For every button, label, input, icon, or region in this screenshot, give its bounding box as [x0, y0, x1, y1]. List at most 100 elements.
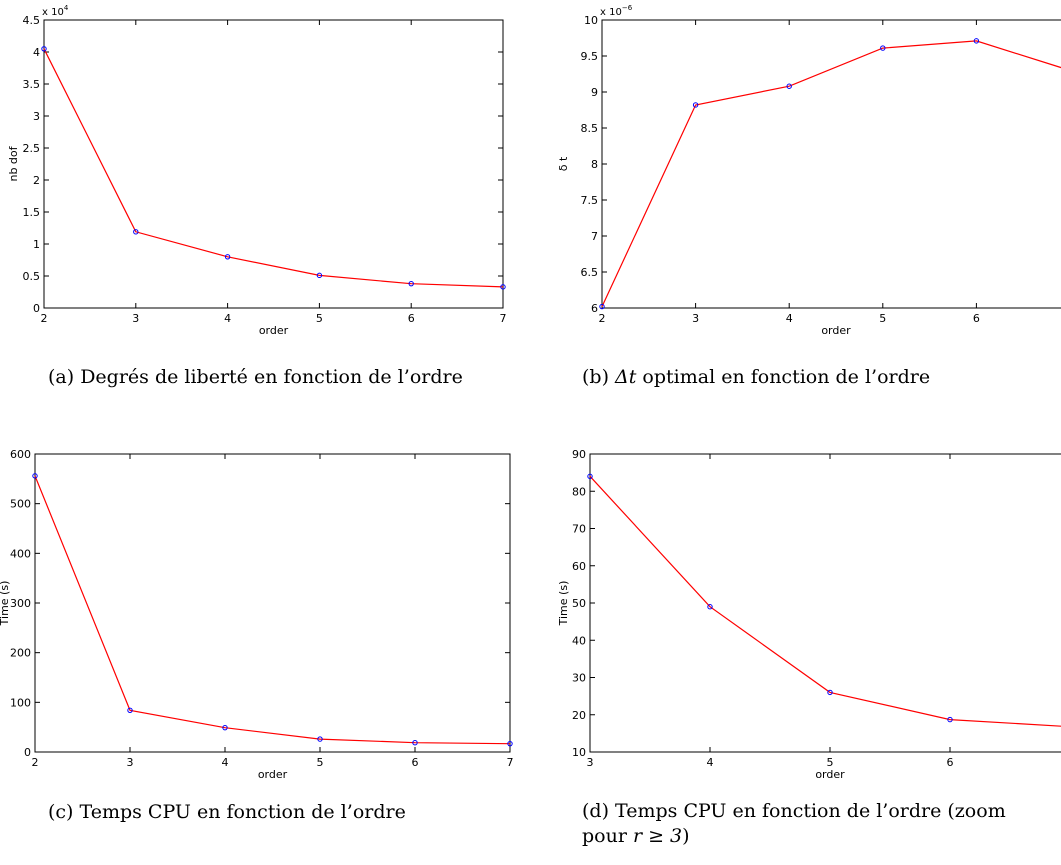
- data-point: [786, 83, 792, 89]
- y-tick-label: 9: [591, 86, 598, 99]
- plot-area-frame: [34, 453, 511, 753]
- plot-area-frame: [589, 453, 1061, 753]
- x-tick-label: 5: [317, 756, 324, 769]
- x-tick-label: 6: [408, 312, 415, 325]
- series-group: [587, 473, 1061, 727]
- data-point: [408, 280, 414, 287]
- data-point: [507, 740, 513, 747]
- series-group: [32, 473, 513, 747]
- x-tick-label: 3: [692, 312, 699, 325]
- data-point: [587, 473, 593, 480]
- data-point: [692, 102, 699, 108]
- axis-exponent-power: 4: [64, 4, 69, 12]
- y-tick-label: 60: [572, 560, 586, 573]
- data-point: [222, 724, 228, 731]
- y-tick-label: 0: [24, 746, 31, 759]
- y-axis-label: δ t: [557, 156, 570, 171]
- y-tick-label: 0.5: [23, 270, 41, 283]
- x-tick-label: 3: [127, 756, 134, 769]
- chart-a: 2 3 4 5 6 7 0 0.5 1 1.5 2 2.5 3 3.5 4 4.5x 104 order nb d…: [7, 4, 507, 337]
- y-tick-label: 1.5: [23, 206, 41, 219]
- caption-a: (a) Degrés de liberté en fonction de l’o…: [48, 366, 463, 388]
- caption-d-math: r ≥ 3: [632, 825, 683, 847]
- axis-exponent-power: −6: [622, 4, 633, 12]
- data-point: [827, 689, 833, 696]
- x-tick-label: 6: [947, 756, 954, 769]
- y-axis-label: nb dof: [7, 145, 20, 181]
- plot-area-frame: [601, 19, 1061, 309]
- caption-d-suffix: ): [682, 825, 690, 847]
- y-tick-label: 20: [572, 709, 586, 722]
- data-point: [599, 303, 605, 310]
- caption-b-math: Δt: [615, 366, 637, 388]
- data-point: [317, 736, 323, 742]
- data-point: [224, 254, 231, 260]
- data-point: [880, 45, 886, 51]
- data-point: [41, 46, 47, 52]
- x-tick-label: 7: [507, 756, 514, 769]
- data-point: [947, 716, 953, 723]
- data-point: [973, 38, 980, 44]
- caption-b-prefix: (b): [582, 366, 616, 388]
- plot-area-frame: [43, 19, 504, 309]
- chart-d: 34567102030405060708090orderTime (s): [557, 448, 1061, 781]
- y-tick-label: 2: [33, 174, 40, 187]
- x-tick-label: 4: [224, 312, 231, 325]
- y-tick-label: 600: [10, 448, 31, 461]
- x-tick-label: 6: [973, 312, 980, 325]
- y-tick-label: 7.5: [581, 194, 599, 207]
- series-line: [34, 475, 511, 745]
- y-tick-label: 3.5: [23, 78, 41, 91]
- y-tick-label: 500: [10, 498, 31, 511]
- y-tick-label: 8.5: [581, 122, 599, 135]
- y-tick-label: 70: [572, 523, 586, 536]
- y-tick-label: 6.5: [581, 266, 599, 279]
- data-point: [412, 740, 418, 746]
- y-tick-label: 9.5: [581, 50, 599, 63]
- x-tick-label: 5: [316, 312, 323, 325]
- series-line: [589, 475, 1061, 727]
- y-tick-label: 6: [591, 302, 598, 315]
- chart-c: 2 3 4 5 6 7 0 100 200 300 400 500 600 order Time (s): [0, 448, 514, 781]
- x-tick-label: 3: [587, 756, 594, 769]
- y-tick-label: 4.5: [23, 14, 41, 27]
- y-tick-label: 30: [572, 672, 586, 685]
- y-axis-label: Time (s): [0, 581, 11, 627]
- y-tick-label: 3: [33, 110, 40, 123]
- y-tick-label: 4: [33, 46, 40, 59]
- series-group: [41, 46, 506, 290]
- y-tick-label: 100: [10, 696, 31, 709]
- x-axis-label: order: [258, 768, 288, 781]
- series-line: [43, 48, 504, 288]
- caption-d: (d) Temps CPU en fonction de l’ordre (zo…: [582, 799, 1006, 849]
- y-axis-label: Time (s): [557, 581, 570, 627]
- x-axis-label: order: [259, 324, 289, 337]
- x-axis-label: order: [815, 768, 845, 781]
- y-tick-label: 300: [10, 597, 31, 610]
- y-tick-label: 200: [10, 647, 31, 660]
- data-point: [500, 284, 506, 290]
- y-tick-label: 0: [33, 302, 40, 315]
- y-tick-label: 400: [10, 547, 31, 560]
- caption-d-line2: pour r ≥ 3): [582, 824, 1006, 849]
- x-tick-label: 6: [412, 756, 419, 769]
- data-point: [316, 272, 323, 279]
- data-point: [127, 707, 133, 713]
- x-tick-label: 4: [707, 756, 714, 769]
- x-tick-label: 3: [132, 312, 139, 325]
- y-tick-label: 40: [572, 634, 586, 647]
- data-point: [32, 473, 38, 479]
- y-tick-label: 80: [572, 485, 586, 498]
- x-tick-label: 7: [500, 312, 507, 325]
- x-tick-label: 5: [879, 312, 886, 325]
- y-tick-label: 90: [572, 448, 586, 461]
- data-point: [707, 604, 713, 610]
- caption-d-line1: (d) Temps CPU en fonction de l’ordre (zo…: [582, 800, 1006, 822]
- x-axis-label: order: [821, 324, 851, 337]
- axis-exponent-label: x 10−6: [600, 4, 633, 18]
- caption-d-prefix: pour: [582, 825, 633, 847]
- axis-exponent-label: x 104: [42, 4, 69, 18]
- x-tick-label: 5: [827, 756, 834, 769]
- y-tick-label: 1: [33, 238, 40, 251]
- y-tick-label: 10: [572, 746, 586, 759]
